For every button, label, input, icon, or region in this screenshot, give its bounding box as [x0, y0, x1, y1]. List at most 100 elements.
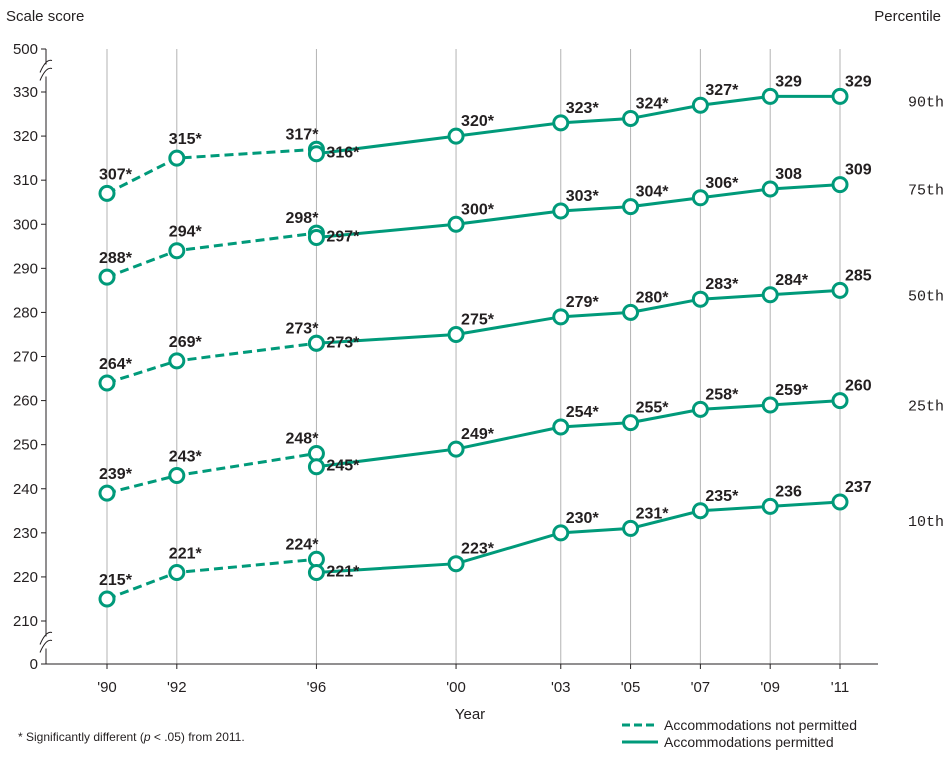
- data-label-75th-permitted-2003: 303*: [566, 188, 600, 205]
- data-label-75th-not-permitted-1996: 298*: [286, 210, 320, 227]
- point-75th-permitted-2009: [761, 180, 779, 198]
- point-25th-permitted-2005: [622, 414, 640, 432]
- data-label-25th-not-permitted-1990: 239*: [99, 466, 133, 483]
- data-label-25th-permitted-2007: 258*: [705, 386, 739, 403]
- point-50th-permitted-2011: [831, 281, 849, 299]
- y-tick-label-320: 320: [13, 128, 38, 145]
- y-tick-label-300: 300: [13, 216, 38, 233]
- point-50th-permitted-2009: [761, 286, 779, 304]
- data-label-90th-permitted-2000: 320*: [461, 113, 495, 130]
- legend-item-permitted: Accommodations permitted: [622, 733, 857, 750]
- y-tick-label-0: 0: [30, 656, 38, 673]
- axis-break-mark-0a: [39, 59, 53, 73]
- x-tick-label-'03: '03: [551, 679, 571, 696]
- percentile-label-50th: 50th: [908, 288, 944, 305]
- data-label-90th-permitted-2003: 323*: [566, 100, 600, 117]
- point-90th-not-permitted-1992: [168, 149, 186, 167]
- percentile-label-10th: 10th: [908, 514, 944, 531]
- x-axis-title: Year: [455, 706, 485, 723]
- point-25th-permitted-2007: [691, 400, 709, 418]
- point-50th-permitted-2005: [622, 303, 640, 321]
- axis-break-mark-0b: [39, 67, 53, 81]
- data-label-50th-permitted-2003: 279*: [566, 294, 600, 311]
- point-90th-not-permitted-1990: [98, 184, 116, 202]
- y-tick-label-500: 500: [13, 41, 38, 58]
- legend: Accommodations not permitted Accommodati…: [622, 716, 857, 750]
- point-50th-not-permitted-1990: [98, 374, 116, 392]
- point-90th-permitted-2009: [761, 87, 779, 105]
- data-label-75th-permitted-1996: 297*: [326, 228, 360, 245]
- x-tick-label-'11: '11: [831, 679, 849, 696]
- point-10th-permitted-2003: [552, 524, 570, 542]
- point-50th-permitted-2007: [691, 290, 709, 308]
- data-label-90th-permitted-2007: 327*: [705, 82, 739, 99]
- x-tick-label-'96: '96: [307, 679, 327, 696]
- point-25th-permitted-2003: [552, 418, 570, 436]
- data-label-10th-not-permitted-1996: 224*: [286, 536, 320, 553]
- point-90th-permitted-2007: [691, 96, 709, 114]
- axis-break-mark-1b: [39, 639, 53, 653]
- data-label-50th-permitted-2005: 280*: [636, 289, 670, 306]
- data-label-25th-permitted-2003: 254*: [566, 404, 600, 421]
- y-tick-label-270: 270: [13, 349, 38, 366]
- y-tick-label-210: 210: [13, 613, 38, 630]
- point-75th-permitted-2003: [552, 202, 570, 220]
- data-label-90th-permitted-2005: 324*: [636, 95, 670, 112]
- legend-label-not-permitted: Accommodations not permitted: [664, 716, 857, 733]
- series-line-25th-not-permitted: [106, 452, 317, 495]
- point-75th-not-permitted-1992: [168, 242, 186, 260]
- point-50th-permitted-1996: [307, 334, 325, 352]
- data-label-90th-not-permitted-1996: 317*: [286, 126, 320, 143]
- dashed-line-swatch: [622, 723, 658, 726]
- data-label-25th-permitted-2005: 255*: [636, 400, 670, 417]
- data-label-50th-permitted-1996: 273*: [326, 334, 360, 351]
- point-50th-permitted-2003: [552, 308, 570, 326]
- point-25th-not-permitted-1992: [168, 467, 186, 485]
- series-line-75th-not-permitted: [106, 231, 317, 279]
- data-label-90th-not-permitted-1992: 315*: [169, 131, 203, 148]
- series-line-10th-not-permitted: [106, 557, 317, 601]
- x-tick-label-'90: '90: [97, 679, 117, 696]
- point-90th-permitted-2000: [447, 127, 465, 145]
- point-25th-permitted-2009: [761, 396, 779, 414]
- data-label-90th-permitted-1996: 316*: [326, 145, 360, 162]
- point-75th-permitted-2000: [447, 215, 465, 233]
- point-10th-permitted-2009: [761, 497, 779, 515]
- point-25th-permitted-2000: [447, 440, 465, 458]
- legend-item-not-permitted: Accommodations not permitted: [622, 716, 857, 733]
- point-50th-not-permitted-1992: [168, 352, 186, 370]
- data-label-10th-permitted-2009: 236: [775, 483, 802, 500]
- point-90th-permitted-1996: [307, 145, 325, 163]
- y-tick-label-250: 250: [13, 437, 38, 454]
- data-label-90th-permitted-2009: 329: [775, 73, 802, 90]
- point-25th-permitted-2011: [831, 392, 849, 410]
- data-label-10th-permitted-2005: 231*: [636, 505, 670, 522]
- data-label-10th-permitted-2011: 237: [845, 479, 872, 496]
- point-10th-permitted-2011: [831, 493, 849, 511]
- data-label-25th-permitted-2009: 259*: [775, 382, 809, 399]
- data-label-90th-permitted-2011: 329: [845, 73, 872, 90]
- point-25th-not-permitted-1990: [98, 484, 116, 502]
- legend-label-permitted: Accommodations permitted: [664, 733, 834, 750]
- data-label-25th-permitted-2000: 249*: [461, 426, 495, 443]
- data-label-50th-not-permitted-1992: 269*: [169, 334, 203, 351]
- data-label-50th-permitted-2011: 285: [845, 267, 872, 284]
- y-tick-label-220: 220: [13, 569, 38, 586]
- point-90th-permitted-2003: [552, 114, 570, 132]
- data-label-25th-permitted-1996: 245*: [326, 458, 360, 475]
- data-label-50th-permitted-2000: 275*: [461, 311, 495, 328]
- point-75th-permitted-2007: [691, 189, 709, 207]
- data-label-75th-not-permitted-1990: 288*: [99, 250, 133, 267]
- y-tick-label-330: 330: [13, 84, 38, 101]
- data-label-75th-not-permitted-1992: 294*: [169, 224, 203, 241]
- point-10th-permitted-2005: [622, 519, 640, 537]
- data-label-75th-permitted-2000: 300*: [461, 201, 495, 218]
- data-label-10th-permitted-2007: 235*: [705, 488, 739, 505]
- y-tick-label-260: 260: [13, 393, 38, 410]
- percentile-label-25th: 25th: [908, 399, 944, 416]
- point-75th-permitted-2005: [622, 198, 640, 216]
- data-label-25th-not-permitted-1996: 248*: [286, 430, 320, 447]
- y-tick-label-230: 230: [13, 525, 38, 542]
- data-label-10th-not-permitted-1992: 221*: [169, 546, 203, 563]
